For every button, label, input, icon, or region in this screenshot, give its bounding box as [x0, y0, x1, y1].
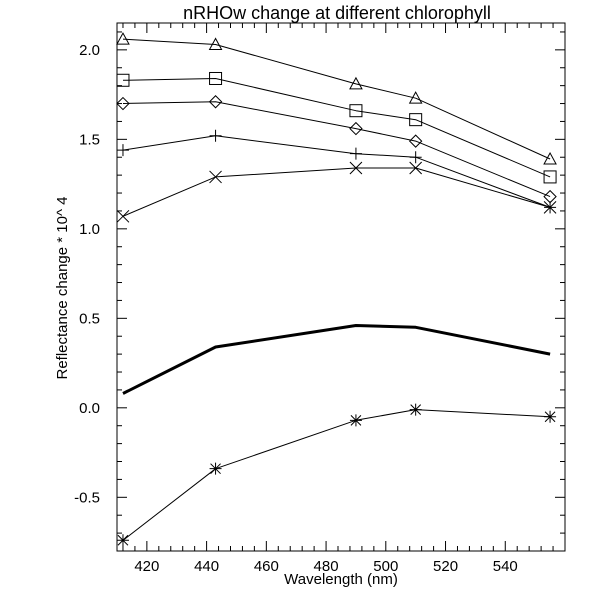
- marker-asterisk: [116, 534, 129, 547]
- y-tick-label: 1.0: [79, 221, 100, 238]
- marker-diamond: [408, 134, 423, 148]
- axis-ticks: 420 440 460 480 500 520 540 -0.5 0.0 0.5 1.0 1.5 2.0: [74, 23, 565, 575]
- x-tick-label: 440: [194, 558, 219, 575]
- marker-square: [209, 71, 223, 85]
- marker-asterisk: [209, 462, 222, 475]
- series-line: [122, 101, 551, 198]
- marker-x: [543, 200, 557, 214]
- marker-x: [349, 161, 363, 175]
- chart-title: nRHOw change at different chlorophyll: [183, 3, 491, 23]
- x-tick-label: 520: [433, 558, 458, 575]
- series-3: [116, 95, 557, 204]
- marker-plus: [209, 129, 222, 142]
- marker-diamond: [349, 121, 363, 136]
- marker-triangle: [408, 91, 423, 104]
- x-tick-label: 480: [314, 558, 339, 575]
- marker-x: [209, 170, 222, 184]
- marker-asterisk: [544, 410, 557, 423]
- series-line: [122, 78, 551, 178]
- marker-plus: [349, 147, 362, 160]
- marker-square: [116, 73, 130, 87]
- marker-x: [409, 161, 423, 175]
- series-line: [122, 167, 551, 217]
- marker-asterisk: [349, 414, 362, 427]
- y-tick-label: 0.0: [79, 400, 100, 417]
- series-1: [116, 32, 557, 165]
- marker-square: [409, 113, 423, 127]
- y-tick-label: 1.5: [79, 131, 100, 148]
- marker-diamond: [208, 95, 223, 109]
- series-line: [122, 135, 551, 208]
- marker-square: [349, 104, 363, 118]
- marker-plus: [116, 144, 129, 157]
- marker-x: [116, 209, 130, 223]
- series-7: [116, 403, 557, 547]
- series-4: [116, 129, 557, 214]
- x-tick-label: 500: [373, 558, 398, 575]
- x-tick-label: 460: [254, 558, 279, 575]
- x-tick-label: 540: [493, 558, 518, 575]
- marker-square: [543, 170, 557, 184]
- x-tick-label: 420: [134, 558, 159, 575]
- series-6: [122, 324, 551, 395]
- series-2: [116, 71, 557, 184]
- series-5: [116, 161, 557, 223]
- series-line: [122, 409, 551, 541]
- series-line: [122, 324, 551, 395]
- marker-triangle: [349, 76, 363, 90]
- y-tick-label: 0.5: [79, 310, 100, 327]
- marker-triangle: [543, 151, 557, 165]
- marker-asterisk: [409, 403, 422, 416]
- marker-triangle: [116, 32, 130, 45]
- series-layer: [116, 32, 557, 547]
- x-axis-label: Wavelength (nm): [284, 571, 398, 588]
- series-line: [122, 38, 551, 160]
- marker-triangle: [208, 37, 223, 50]
- marker-diamond: [116, 96, 130, 111]
- marker-plus: [409, 151, 422, 164]
- y-tick-label: -0.5: [74, 489, 100, 506]
- y-axis-label: Reflectance change * 10^ 4: [54, 197, 71, 380]
- y-tick-label: 2.0: [79, 42, 100, 59]
- plot-frame: [116, 22, 566, 552]
